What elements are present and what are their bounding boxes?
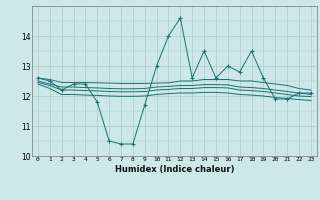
X-axis label: Humidex (Indice chaleur): Humidex (Indice chaleur) <box>115 165 234 174</box>
